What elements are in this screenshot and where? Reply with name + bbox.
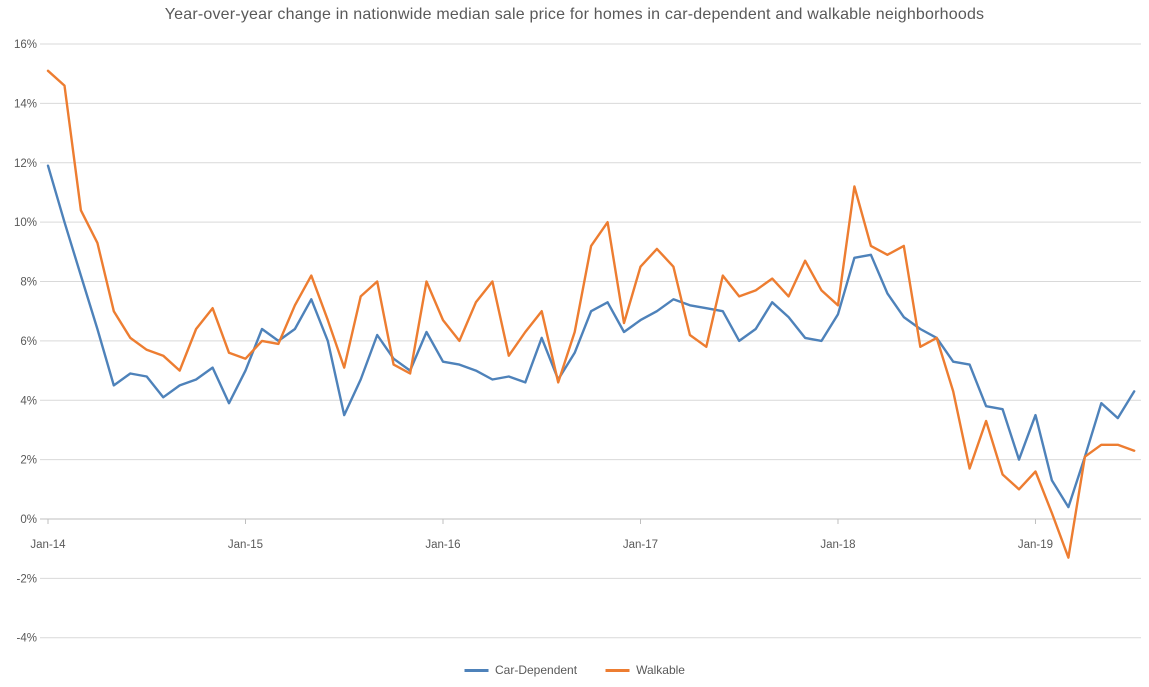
y-axis-label: 0% [20,514,37,526]
y-axis-label: 10% [14,217,37,229]
x-axis-label: Jan-16 [425,539,460,551]
y-axis-label: 8% [20,277,37,289]
y-axis-label: 6% [20,336,37,348]
x-axis-label: Jan-14 [30,539,66,551]
legend-item-car-dependent: Car-Dependent [464,663,577,677]
x-axis-label: Jan-15 [228,539,263,551]
x-axis-label: Jan-17 [623,539,658,551]
y-axis-label: -2% [17,573,37,585]
y-axis-label: -4% [17,633,37,645]
walkable-line-swatch [605,668,630,672]
y-axis-label: 4% [20,395,37,407]
x-axis-label: Jan-18 [820,539,855,551]
chart-title: Year-over-year change in nationwide medi… [164,6,985,23]
legend-label-car-dependent: Car-Dependent [495,663,578,677]
y-axis-label: 14% [14,98,37,110]
y-axis-label: 2% [20,455,37,467]
legend: Car-Dependent Walkable [464,663,685,677]
x-axis-label: Jan-19 [1018,539,1053,551]
series-line-car-dependent [46,164,1136,509]
legend-label-walkable: Walkable [636,663,685,677]
car-dependent-line-swatch [464,668,489,672]
y-axis-label: 12% [14,158,37,170]
y-axis-label: 16% [14,39,37,51]
legend-item-walkable: Walkable [605,663,685,677]
series-line-walkable [46,69,1136,559]
